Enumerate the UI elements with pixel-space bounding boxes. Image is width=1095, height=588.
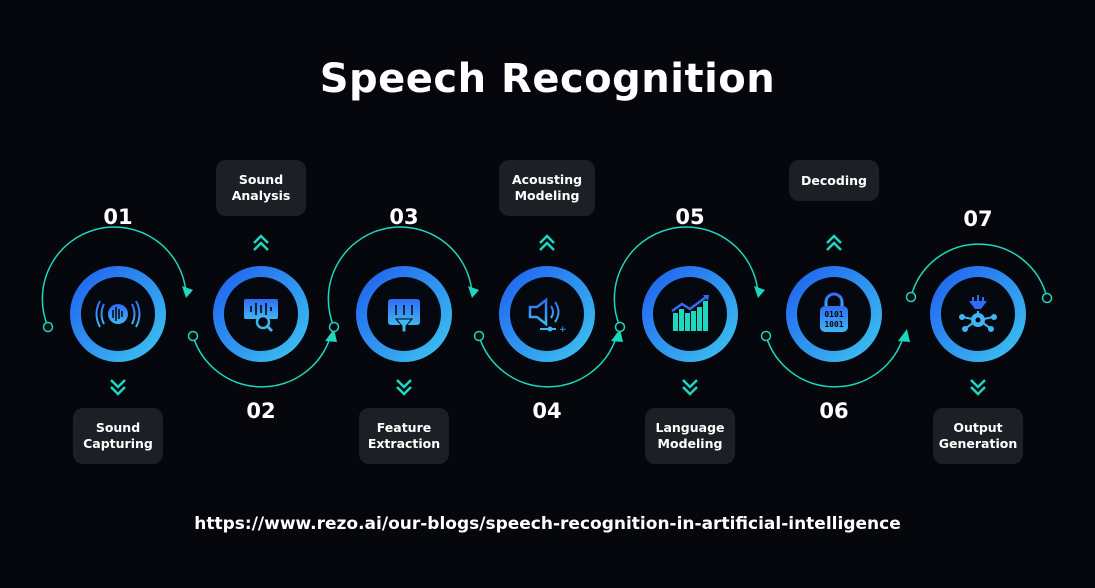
step-label-box: Sound Analysis (216, 160, 306, 216)
page-title: Speech Recognition (319, 56, 776, 102)
source-url: https://www.rezo.ai/our-blogs/speech-rec… (194, 514, 901, 534)
arc-start-dot (328, 321, 340, 333)
step-number: 01 (103, 205, 133, 229)
step-number: 07 (963, 207, 993, 231)
svg-text:0101: 0101 (824, 310, 843, 319)
flow-arc (613, 226, 759, 328)
arrow-head-icon (754, 286, 765, 298)
step-07 (905, 243, 1053, 396)
arrow-head-icon (898, 329, 910, 342)
step-label-box: Language Modeling (645, 408, 735, 464)
chevron-double-down-icon (110, 379, 126, 396)
step-02 (187, 234, 337, 388)
chevron-double-up-icon (539, 234, 555, 251)
step-number: 04 (532, 399, 562, 423)
step-label-box: Acousting Modeling (499, 160, 595, 216)
funnel-network-icon (959, 295, 997, 332)
arc-start-dot (760, 330, 772, 342)
step-label-box: Decoding (789, 160, 879, 201)
step-05 (613, 226, 765, 396)
filter-window-icon (388, 299, 420, 333)
chevron-double-down-icon (682, 379, 698, 396)
flow-arc (327, 226, 473, 328)
waveform-search-icon (244, 299, 278, 333)
flow-arc (910, 243, 1048, 299)
step-04: + (473, 234, 623, 388)
step-label-box: Feature Extraction (359, 408, 449, 464)
step-number: 05 (675, 205, 705, 229)
arrow-head-icon (182, 286, 193, 298)
speaker-icon: + (528, 297, 567, 335)
flow-arc (478, 335, 617, 388)
chevron-double-up-icon (826, 234, 842, 251)
step-number: 02 (246, 399, 276, 423)
step-label-box: Output Generation (933, 408, 1023, 464)
arc-start-dot (905, 291, 917, 303)
svg-text:+: + (559, 325, 567, 335)
flow-arc (765, 335, 904, 388)
step-label-box: Sound Capturing (73, 408, 163, 464)
svg-text:1001: 1001 (824, 320, 843, 329)
chevron-double-down-icon (396, 379, 412, 396)
growth-chart-icon (671, 295, 709, 331)
arrow-head-icon (468, 286, 479, 298)
arc-end-dot (1041, 292, 1053, 304)
step-number: 03 (389, 205, 419, 229)
arc-start-dot (42, 321, 54, 333)
chevron-double-up-icon (253, 234, 269, 251)
flow-arc (41, 226, 187, 328)
step-03 (327, 226, 479, 396)
arc-start-dot (614, 321, 626, 333)
chevron-double-down-icon (970, 379, 986, 396)
step-number: 06 (819, 399, 849, 423)
arc-start-dot (473, 330, 485, 342)
arc-start-dot (187, 330, 199, 342)
sound-wave-icon (95, 300, 141, 328)
step-01 (41, 226, 193, 396)
flow-arc (192, 335, 331, 388)
